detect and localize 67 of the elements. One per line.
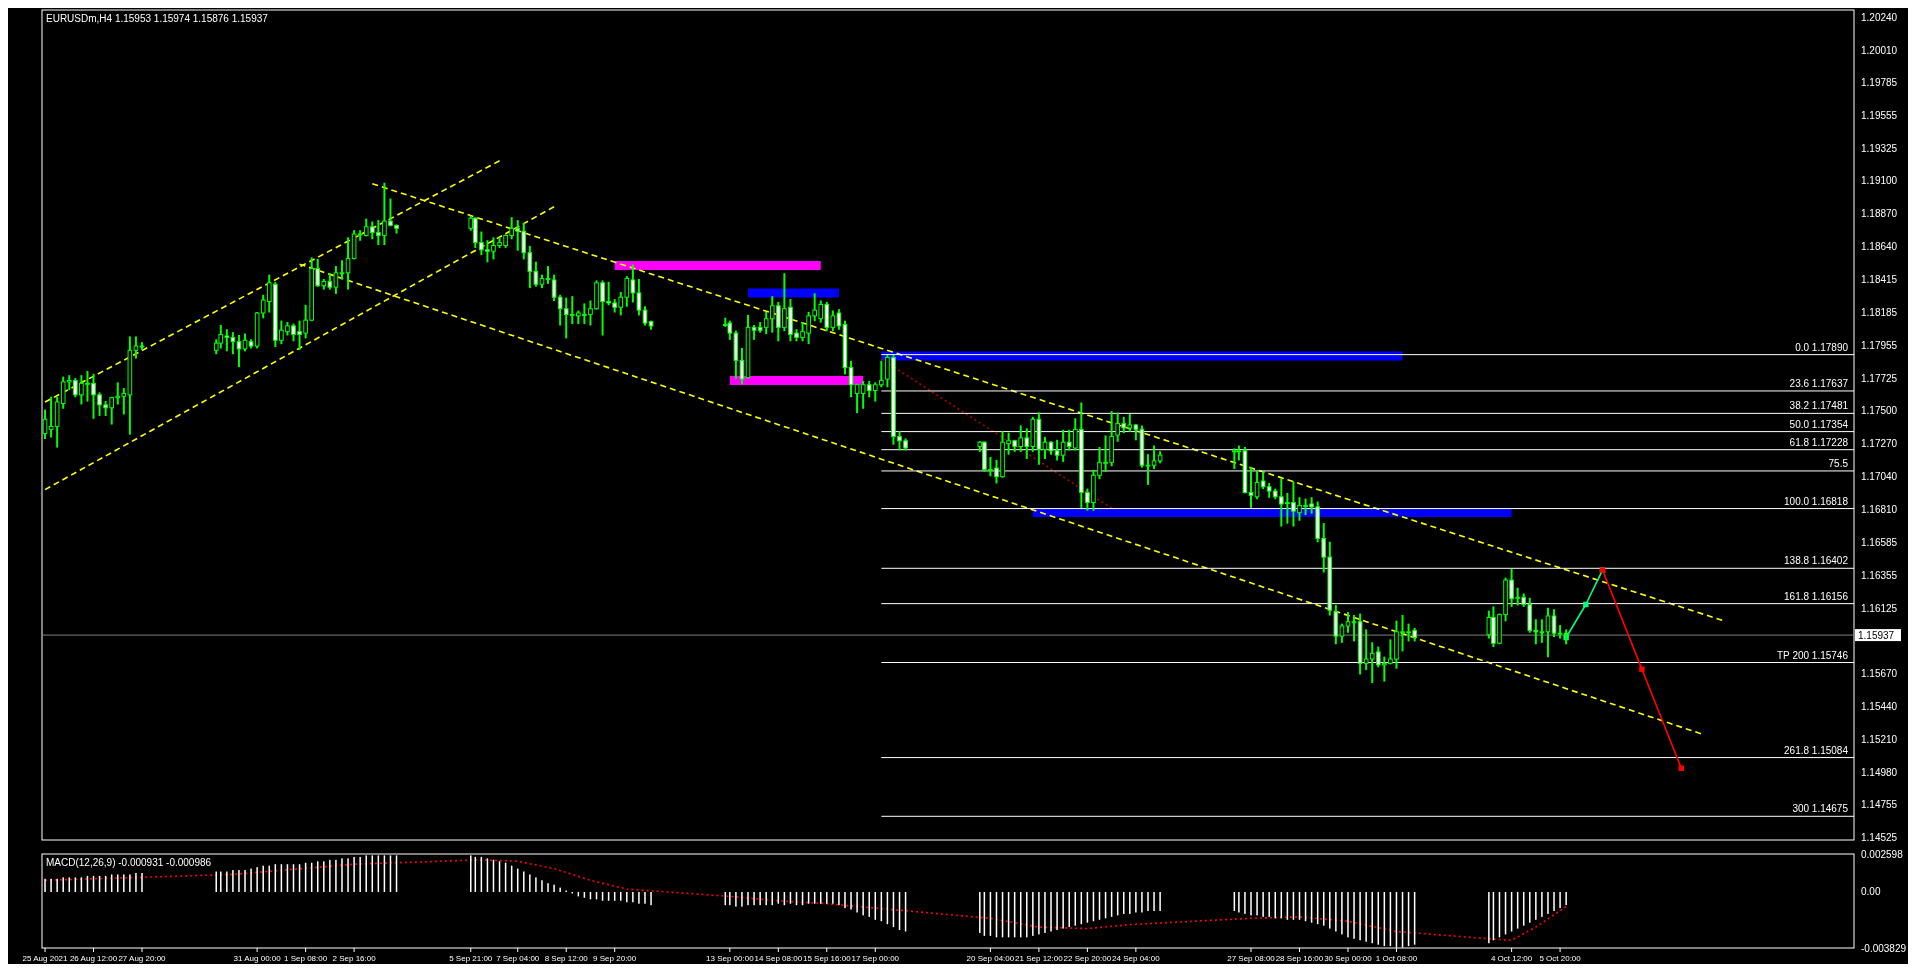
series-label: 300 1.14675 bbox=[1792, 803, 1849, 815]
series-label: 161.8 1.16156 bbox=[1784, 590, 1849, 602]
y-tick-label: 1.19325 bbox=[1861, 143, 1898, 155]
y-tick-label: 1.17040 bbox=[1861, 471, 1898, 483]
y-tick-label: 1.14980 bbox=[1861, 767, 1898, 779]
x-tick-label: 9 Sep 20:00 bbox=[593, 954, 637, 963]
x-tick-label: 1 Sep 08:00 bbox=[284, 954, 328, 963]
x-tick-label: 21 Sep 12:00 bbox=[1015, 954, 1064, 963]
series-label: 61.8 1.17228 bbox=[1789, 436, 1849, 448]
series-label: 75.5 bbox=[1828, 457, 1849, 469]
chart-title: EURUSDm,H4 1.15953 1.15974 1.15876 1.15937 bbox=[46, 13, 269, 24]
y-tick-label: 1.15440 bbox=[1861, 700, 1898, 712]
y-tick-label: 1.18870 bbox=[1861, 208, 1898, 220]
series-label: 50.0 1.17354 bbox=[1789, 418, 1849, 430]
x-tick-label: 7 Sep 04:00 bbox=[496, 954, 540, 963]
x-tick-label: 4 Oct 12:00 bbox=[1490, 954, 1533, 963]
y-tick-label: 1.19555 bbox=[1861, 110, 1898, 122]
x-tick-label: 30 Sep 00:00 bbox=[1324, 954, 1373, 963]
x-tick-label: 31 Aug 00:00 bbox=[233, 954, 282, 963]
y-tick-label: 1.19100 bbox=[1861, 175, 1898, 187]
y-tick-label: 1.17500 bbox=[1861, 405, 1898, 417]
series-label: 23.6 1.17637 bbox=[1789, 377, 1849, 389]
x-tick-label: 5 Sep 21:00 bbox=[449, 954, 493, 963]
y-tick-label: 1.17270 bbox=[1861, 438, 1898, 450]
x-tick-label: 1 Oct 08:00 bbox=[1375, 954, 1418, 963]
series-label: 100.0 1.16818 bbox=[1784, 495, 1849, 507]
x-tick-label: 17 Sep 00:00 bbox=[851, 954, 900, 963]
series-label: 261.8 1.15084 bbox=[1784, 744, 1849, 756]
y-tick-label: 1.19785 bbox=[1861, 77, 1898, 89]
y-tick-label: 1.14755 bbox=[1861, 799, 1898, 811]
x-tick-label: 14 Sep 08:00 bbox=[754, 954, 803, 963]
series-label: 138.8 1.16402 bbox=[1784, 555, 1849, 567]
y-tick-label: 1.17725 bbox=[1861, 372, 1898, 384]
y-tick-label: 1.16585 bbox=[1861, 536, 1898, 548]
y-tick-label: 0.00 bbox=[1861, 886, 1881, 898]
x-tick-label: 2 Sep 16:00 bbox=[332, 954, 377, 963]
y-tick-label: -0.003829 bbox=[1861, 942, 1907, 954]
y-tick-label: 1.14525 bbox=[1861, 832, 1898, 844]
x-tick-label: 27 Sep 08:00 bbox=[1227, 954, 1276, 963]
series-label: TP 200 1.15746 bbox=[1777, 649, 1849, 661]
y-tick-label: 1.16125 bbox=[1861, 602, 1898, 614]
y-tick-label: 1.18185 bbox=[1861, 306, 1898, 318]
x-tick-label: 24 Sep 04:00 bbox=[1112, 954, 1161, 963]
x-tick-label: 8 Sep 12:00 bbox=[544, 954, 589, 963]
x-tick-label: 22 Sep 20:00 bbox=[1063, 954, 1112, 963]
x-tick-label: 27 Aug 20:00 bbox=[118, 954, 167, 963]
y-tick-label: 1.18640 bbox=[1861, 241, 1898, 253]
y-tick-label: 1.20010 bbox=[1861, 44, 1898, 56]
x-tick-label: 15 Sep 16:00 bbox=[802, 954, 852, 963]
chart-title: MACD(12,26,9) -0.000931 -0.000986 bbox=[46, 857, 212, 868]
series-label: 0.0 1.17890 bbox=[1795, 341, 1849, 353]
x-tick-label: 5 Oct 20:00 bbox=[1539, 954, 1582, 963]
y-tick-label: 1.15210 bbox=[1861, 733, 1898, 745]
x-tick-label: 13 Sep 00:00 bbox=[706, 954, 755, 963]
ref-line-label: 1.15937 bbox=[1858, 629, 1895, 641]
x-tick-label: 26 Aug 12:00 bbox=[69, 954, 118, 963]
x-tick-label: 28 Sep 16:00 bbox=[1275, 954, 1324, 963]
y-tick-label: 0.002598 bbox=[1861, 848, 1904, 860]
y-tick-label: 1.18415 bbox=[1861, 273, 1898, 285]
series-label: 38.2 1.17481 bbox=[1789, 400, 1849, 412]
y-tick-label: 1.16355 bbox=[1861, 569, 1898, 581]
x-tick-label: 25 Aug 2021 bbox=[22, 954, 69, 963]
y-tick-label: 1.15670 bbox=[1861, 667, 1898, 679]
y-tick-label: 1.16810 bbox=[1861, 504, 1898, 516]
y-tick-label: 1.20240 bbox=[1861, 11, 1898, 23]
y-tick-label: 1.17955 bbox=[1861, 339, 1898, 351]
x-tick-label: 20 Sep 04:00 bbox=[966, 954, 1015, 963]
